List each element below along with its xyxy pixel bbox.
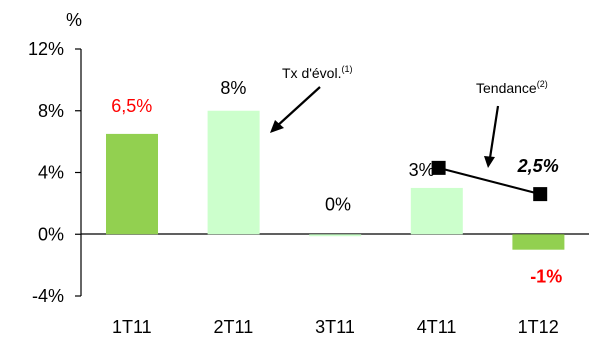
growth-rate-annotation-text: Tx d'évol. [282,65,341,81]
x-tick-label: 1T12 [518,317,559,337]
trend-series: 2,5% [431,156,559,202]
value-labels: 6,5% 8% 0% 3% -1% [111,78,562,287]
trend-point-0 [431,160,446,175]
trend-arrow [488,105,500,159]
trend-annotation-label: Tendance(2) [476,79,548,96]
value-label-2T11: 8% [220,78,246,98]
value-label-1T12: -1% [530,266,562,286]
trend-arrowhead [484,156,495,168]
y-tick-label: 0% [38,224,64,244]
trend-point-1 [533,187,548,202]
bars [106,110,565,250]
y-axis-unit-label: % [66,10,82,30]
growth-rate-arrow [275,86,321,128]
x-tick-label: 1T11 [112,317,152,337]
x-tick-labels: 1T11 2T11 3T11 4T11 1T12 [112,317,559,337]
y-tick-label: 4% [38,163,64,183]
y-tick-label: -4% [32,286,64,306]
growth-rate-annotation-label: Tx d'évol.(1) [282,64,352,81]
x-tick-label: 4T11 [417,317,457,337]
x-tick-label: 2T11 [214,317,254,337]
value-label-4T11: 3% [409,160,435,180]
value-label-3T11: 0% [325,194,351,214]
trend-annotation-text: Tendance [476,80,537,96]
trend-annotation-sup: (2) [537,79,548,89]
x-tick-label: 3T11 [315,317,355,337]
y-ticks: -4% 0% 4% 8% 12% [28,39,81,306]
bar-4T11 [410,187,463,235]
growth-rate-annotation-sup: (1) [341,64,352,74]
bar-1T12 [512,234,565,250]
trend-value-label: 2,5% [517,156,559,176]
growth-rate-annotation: Tx d'évol.(1) [270,64,352,133]
y-tick-label: 8% [38,101,64,121]
growth-rate-arrowhead [270,120,284,133]
trend-line [438,166,541,196]
trend-annotation: Tendance(2) [476,79,548,168]
y-tick-label: 12% [28,39,64,59]
value-label-1T11: 6,5% [111,96,152,116]
bar-2T11 [207,110,260,235]
bar-1T11 [106,133,158,235]
bar-3T11 [309,234,362,237]
